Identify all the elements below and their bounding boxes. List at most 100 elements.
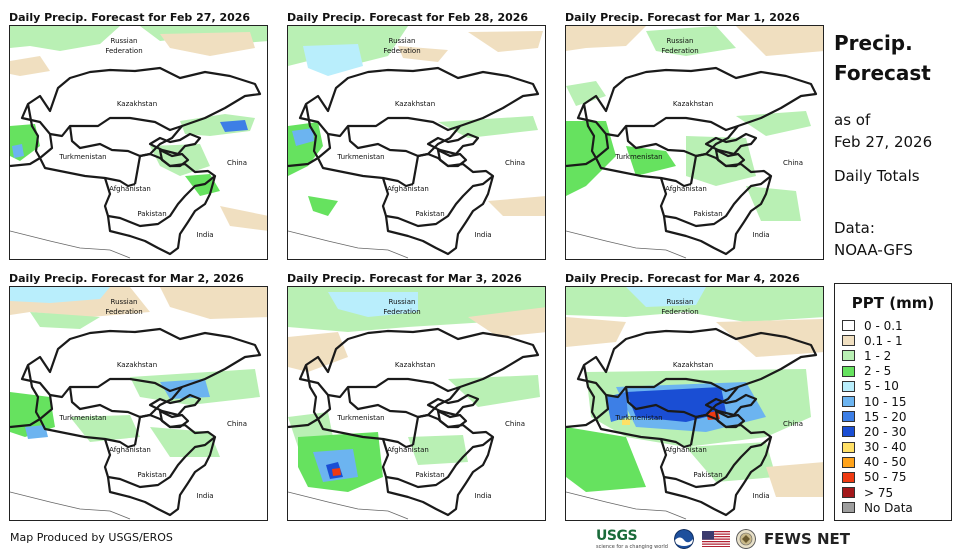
- country-border: [304, 103, 319, 159]
- precip-area: [10, 287, 110, 303]
- map-panel: Russian Federation Kazakhstan Turkmenistan A…: [565, 286, 824, 521]
- legend-item: 1 - 2: [835, 348, 951, 363]
- map-label-china: China: [783, 159, 803, 167]
- precip-area: [626, 287, 706, 307]
- legend-label: > 75: [864, 485, 894, 500]
- map-svg: Russian Federation Kazakhstan Turkmenistan A…: [566, 26, 823, 259]
- country-border: [594, 133, 692, 188]
- precip-area: [766, 462, 823, 497]
- country-border: [576, 327, 818, 399]
- sidebar-title: Precip. Forecast: [834, 28, 931, 88]
- legend-swatch: [842, 396, 855, 408]
- fews-net-logo: FEWS NET: [763, 530, 851, 548]
- legend-label: 50 - 75: [864, 470, 907, 485]
- map-label-turkmenistan: Turkmenistan: [58, 414, 106, 422]
- sidebar-title-line2: Forecast: [834, 61, 931, 85]
- precip-area: [448, 375, 540, 407]
- map-label-india: India: [474, 492, 491, 500]
- precip-area: [288, 332, 348, 372]
- map-label-federation: Federation: [661, 47, 698, 55]
- country-border: [158, 148, 190, 168]
- panel-title-6: Daily Precip. Forecast for Mar 4, 2026: [565, 272, 800, 285]
- country-border: [566, 157, 597, 168]
- panel-title-4: Daily Precip. Forecast for Mar 2, 2026: [9, 272, 244, 285]
- map-label-afghanistan: Afghanistan: [387, 185, 429, 193]
- map-label-russia: Russian: [111, 298, 138, 306]
- panel-title-2: Daily Precip. Forecast for Feb 28, 2026: [287, 11, 529, 24]
- map-label-china: China: [505, 420, 525, 428]
- legend-label: 2 - 5: [864, 364, 892, 379]
- country-border: [304, 364, 319, 420]
- legend-title: PPT (mm): [851, 294, 935, 312]
- country-border: [316, 394, 414, 449]
- legend-swatch: [842, 426, 855, 438]
- legend-label: 15 - 20: [864, 409, 907, 424]
- map-label-india: India: [474, 231, 491, 239]
- precip-area: [626, 146, 676, 176]
- map-panel: Russian Federation Kazakhstan Turkmenistan A…: [9, 286, 268, 521]
- country-border: [704, 393, 758, 417]
- precip-area: [736, 111, 811, 136]
- legend-label: 10 - 15: [864, 394, 907, 409]
- country-border: [662, 175, 773, 256]
- precip-area: [303, 44, 363, 76]
- country-border: [288, 157, 319, 168]
- legend-item: 40 - 50: [835, 455, 951, 470]
- precip-area: [160, 379, 210, 399]
- precip-area: [626, 387, 726, 422]
- asof-label: as of: [834, 111, 871, 129]
- legend-label: 0 - 0.1: [864, 318, 903, 333]
- country-border: [384, 436, 495, 517]
- precip-area: [408, 435, 468, 465]
- country-border: [26, 364, 41, 420]
- coastline: [566, 230, 687, 259]
- map-svg: Russian Federation Kazakhstan Turkmenistan A…: [10, 287, 267, 520]
- map-label-afghanistan: Afghanistan: [665, 446, 707, 454]
- map-label-kazakhstan: Kazakhstan: [117, 100, 157, 108]
- precip-area: [736, 26, 823, 56]
- map-label-china: China: [505, 159, 525, 167]
- usgs-logo-text: USGS: [596, 528, 638, 544]
- legend-swatch: [842, 411, 855, 423]
- asof-date: Feb 27, 2026: [834, 133, 933, 151]
- precip-area: [30, 312, 100, 329]
- precip-area: [10, 26, 120, 51]
- legend-label: 1 - 2: [864, 348, 892, 363]
- map-label-federation: Federation: [661, 308, 698, 316]
- precip-area: [488, 196, 545, 216]
- country-border: [38, 394, 136, 449]
- country-border: [582, 103, 597, 159]
- country-border: [288, 418, 319, 429]
- legend-item: 15 - 20: [835, 409, 951, 424]
- map-label-kazakhstan: Kazakhstan: [117, 361, 157, 369]
- coastline: [10, 230, 131, 259]
- country-border: [20, 327, 262, 399]
- country-border: [158, 409, 190, 429]
- precip-area: [622, 419, 630, 425]
- legend-swatch: [842, 380, 855, 392]
- country-border: [20, 66, 262, 138]
- legend-item: No Data: [835, 500, 951, 515]
- map-label-china: China: [227, 159, 247, 167]
- map-label-turkmenistan: Turkmenistan: [336, 153, 384, 161]
- legend-label: 40 - 50: [864, 455, 907, 470]
- map-label-india: India: [752, 492, 769, 500]
- legend-item: 30 - 40: [835, 440, 951, 455]
- precip-area: [716, 319, 823, 357]
- map-label-china: China: [227, 420, 247, 428]
- legend-swatch: [842, 456, 855, 468]
- map-label-india: India: [196, 492, 213, 500]
- country-border: [662, 436, 773, 517]
- legend-swatch: [842, 365, 855, 377]
- coastline: [288, 491, 409, 520]
- map-label-turkmenistan: Turkmenistan: [336, 414, 384, 422]
- map-panel: Russian Federation Kazakhstan Turkmenistan A…: [287, 25, 546, 260]
- precip-area: [308, 196, 338, 216]
- panel-title-1: Daily Precip. Forecast for Feb 27, 2026: [9, 11, 251, 24]
- usgs-tagline: science for a changing world: [596, 544, 668, 550]
- map-label-federation: Federation: [105, 47, 142, 55]
- legend-item: 5 - 10: [835, 379, 951, 394]
- country-border: [38, 133, 136, 188]
- legend-item: 0 - 0.1: [835, 318, 951, 333]
